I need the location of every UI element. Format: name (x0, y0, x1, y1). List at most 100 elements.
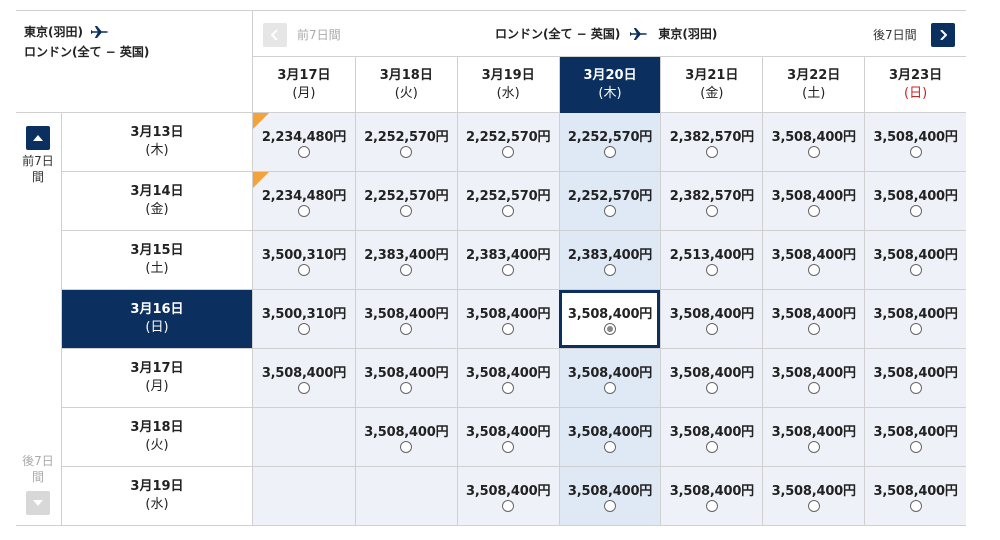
fare-radio[interactable] (705, 500, 718, 512)
fare-radio[interactable] (502, 146, 515, 158)
fare-cell[interactable]: 3,500,310円 (253, 231, 355, 289)
fare-cell[interactable]: 2,252,570円 (558, 172, 661, 230)
fare-cell[interactable]: 3,508,400円 (762, 231, 865, 289)
fare-radio[interactable] (297, 146, 310, 158)
fare-cell[interactable]: 3,508,400円 (456, 467, 559, 525)
fare-radio[interactable] (502, 205, 515, 217)
fare-radio[interactable] (400, 323, 413, 335)
fare-radio[interactable] (604, 382, 616, 394)
fare-cell[interactable]: 3,508,400円 (660, 467, 763, 525)
fare-cell[interactable]: 2,252,570円 (456, 113, 559, 171)
fare-cell[interactable]: 3,508,400円 (354, 408, 457, 466)
fare-radio[interactable] (400, 146, 413, 158)
fare-radio[interactable] (604, 264, 616, 276)
fare-cell[interactable]: 3,508,400円 (354, 290, 457, 348)
fare-radio[interactable] (909, 205, 922, 217)
fare-cell[interactable]: 3,508,400円 (864, 467, 967, 525)
prev-week-label[interactable]: 前7日間 (297, 28, 341, 42)
fare-cell[interactable]: 3,500,310円 (253, 290, 355, 348)
fare-cell[interactable]: 3,508,400円 (864, 231, 967, 289)
fare-radio[interactable] (705, 146, 718, 158)
fare-radio[interactable] (909, 323, 922, 335)
fare-radio[interactable] (705, 205, 718, 217)
fare-cell[interactable]: 3,508,400円 (558, 290, 661, 348)
fare-radio[interactable] (705, 323, 718, 335)
fare-radio[interactable] (909, 264, 922, 276)
fare-cell[interactable]: 3,508,400円 (762, 408, 865, 466)
fare-cell[interactable]: 2,252,570円 (354, 172, 457, 230)
fare-radio[interactable] (297, 205, 310, 217)
next-week-outbound-label[interactable]: 後7日間 (22, 454, 54, 484)
next-week-button[interactable] (931, 23, 955, 47)
fare-radio[interactable] (400, 382, 413, 394)
fare-cell[interactable]: 3,508,400円 (456, 349, 559, 407)
fare-cell[interactable]: 2,252,570円 (456, 172, 559, 230)
next-week-outbound-button[interactable] (26, 491, 50, 515)
fare-radio[interactable] (502, 382, 515, 394)
fare-radio[interactable] (604, 441, 616, 453)
next-week-label[interactable]: 後7日間 (873, 28, 917, 42)
fare-cell[interactable]: 2,513,400円 (660, 231, 763, 289)
fare-cell[interactable]: 2,234,480円 (253, 113, 355, 171)
fare-radio[interactable] (807, 264, 820, 276)
fare-cell[interactable]: 2,382,570円 (660, 113, 763, 171)
fare-radio[interactable] (705, 382, 718, 394)
fare-radio[interactable] (297, 323, 310, 335)
prev-week-outbound-button[interactable] (26, 126, 50, 150)
fare-cell[interactable]: 2,252,570円 (558, 113, 661, 171)
fare-cell[interactable]: 3,508,400円 (762, 349, 865, 407)
fare-cell[interactable]: 3,508,400円 (558, 408, 661, 466)
fare-radio[interactable] (807, 441, 820, 453)
fare-radio[interactable] (604, 500, 616, 512)
fare-radio[interactable] (297, 264, 310, 276)
fare-cell[interactable]: 3,508,400円 (762, 113, 865, 171)
fare-radio[interactable] (807, 146, 820, 158)
fare-cell[interactable]: 3,508,400円 (660, 349, 763, 407)
fare-cell[interactable]: 3,508,400円 (558, 349, 661, 407)
fare-radio[interactable] (604, 146, 616, 158)
fare-cell[interactable]: 3,508,400円 (864, 290, 967, 348)
fare-cell[interactable]: 3,508,400円 (456, 408, 559, 466)
fare-radio[interactable] (400, 205, 413, 217)
fare-radio[interactable] (705, 441, 718, 453)
fare-radio[interactable] (909, 382, 922, 394)
fare-radio[interactable] (604, 205, 616, 217)
fare-radio[interactable] (807, 205, 820, 217)
fare-cell[interactable]: 2,383,400円 (558, 231, 661, 289)
fare-cell[interactable]: 3,508,400円 (864, 408, 967, 466)
fare-cell[interactable]: 3,508,400円 (762, 172, 865, 230)
fare-radio[interactable] (502, 264, 515, 276)
fare-cell[interactable]: 3,508,400円 (660, 408, 763, 466)
fare-radio[interactable] (909, 441, 922, 453)
fare-radio[interactable] (400, 264, 413, 276)
fare-cell[interactable]: 3,508,400円 (762, 290, 865, 348)
fare-cell[interactable]: 3,508,400円 (864, 349, 967, 407)
fare-radio[interactable] (502, 323, 515, 335)
fare-cell[interactable]: 3,508,400円 (660, 290, 763, 348)
prev-week-button[interactable] (263, 23, 287, 47)
fare-radio[interactable] (400, 441, 413, 453)
fare-radio[interactable] (297, 382, 310, 394)
fare-cell[interactable]: 3,508,400円 (354, 349, 457, 407)
fare-cell[interactable]: 3,508,400円 (253, 349, 355, 407)
fare-radio[interactable] (807, 500, 820, 512)
fare-radio[interactable] (807, 323, 820, 335)
fare-cell[interactable]: 3,508,400円 (558, 467, 661, 525)
fare-radio[interactable] (909, 500, 922, 512)
fare-cell[interactable]: 3,508,400円 (864, 172, 967, 230)
fare-radio[interactable] (502, 500, 515, 512)
fare-cell[interactable]: 2,252,570円 (354, 113, 457, 171)
prev-week-outbound-label[interactable]: 前7日間 (22, 154, 54, 184)
fare-cell[interactable]: 3,508,400円 (456, 290, 559, 348)
fare-radio[interactable] (807, 382, 820, 394)
fare-radio[interactable] (909, 146, 922, 158)
fare-cell[interactable]: 2,234,480円 (253, 172, 355, 230)
fare-cell[interactable]: 2,383,400円 (354, 231, 457, 289)
fare-radio[interactable] (502, 441, 515, 453)
fare-cell[interactable]: 2,382,570円 (660, 172, 763, 230)
fare-cell[interactable]: 3,508,400円 (864, 113, 967, 171)
fare-radio[interactable] (705, 264, 718, 276)
fare-cell[interactable]: 2,383,400円 (456, 231, 559, 289)
fare-cell[interactable]: 3,508,400円 (762, 467, 865, 525)
fare-radio[interactable] (604, 323, 616, 335)
